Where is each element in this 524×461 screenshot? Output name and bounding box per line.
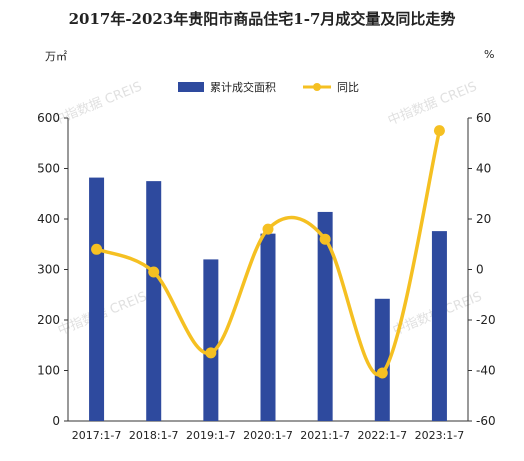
bar-0 xyxy=(89,177,105,421)
legend-line-label: 同比 xyxy=(337,81,359,94)
yoy-point-5 xyxy=(376,367,388,379)
y-right-tick-label: -20 xyxy=(476,313,496,327)
watermark-text: 中指数据 CREIS xyxy=(386,79,479,128)
yoy-point-2 xyxy=(205,347,217,359)
y-right-tick-label: 20 xyxy=(476,212,491,226)
x-tick-label: 2017:1-7 xyxy=(72,429,122,442)
x-tick-label: 2020:1-7 xyxy=(243,429,293,442)
x-tick-label: 2018:1-7 xyxy=(129,429,179,442)
legend-bar-label: 累计成交面积 xyxy=(210,80,276,94)
y-left-tick-label: 200 xyxy=(37,313,60,327)
y-right-tick-label: 0 xyxy=(476,263,484,277)
x-tick-label: 2019:1-7 xyxy=(186,429,236,442)
left-axis-unit: 万㎡ xyxy=(45,50,67,63)
chart-title: 2017年-2023年贵阳市商品住宅1-7月成交量及同比走势 xyxy=(68,10,456,28)
legend-line-marker xyxy=(313,83,321,91)
x-tick-label: 2021:1-7 xyxy=(300,429,350,442)
x-tick-label: 2023:1-7 xyxy=(415,429,465,442)
bar-4 xyxy=(317,211,333,421)
bar-6 xyxy=(431,231,447,421)
bar-3 xyxy=(260,233,276,421)
legend-bar-swatch xyxy=(178,82,204,92)
y-right-tick-label: -60 xyxy=(476,414,496,428)
yoy-point-0 xyxy=(91,243,103,255)
x-tick-label: 2022:1-7 xyxy=(357,429,407,442)
y-right-tick-label: -40 xyxy=(476,364,496,378)
watermark-text: 中指数据 CREIS xyxy=(51,79,144,128)
bar-2 xyxy=(203,259,219,421)
yoy-point-3 xyxy=(262,223,274,235)
y-left-tick-label: 100 xyxy=(37,364,60,378)
bar-5 xyxy=(374,298,390,421)
y-right-tick-label: 40 xyxy=(476,162,491,176)
yoy-line xyxy=(94,128,442,377)
yoy-point-4 xyxy=(319,233,331,245)
y-left-tick-label: 400 xyxy=(37,212,60,226)
y-right-tick-label: 60 xyxy=(476,111,491,125)
y-left-tick-label: 300 xyxy=(37,263,60,277)
yoy-point-1 xyxy=(148,266,160,278)
y-left-tick-label: 500 xyxy=(37,162,60,176)
y-left-tick-label: 600 xyxy=(37,111,60,125)
yoy-point-6 xyxy=(433,125,445,137)
y-left-tick-label: 0 xyxy=(52,414,60,428)
bar-1 xyxy=(146,181,162,421)
right-axis-unit: % xyxy=(484,48,495,61)
